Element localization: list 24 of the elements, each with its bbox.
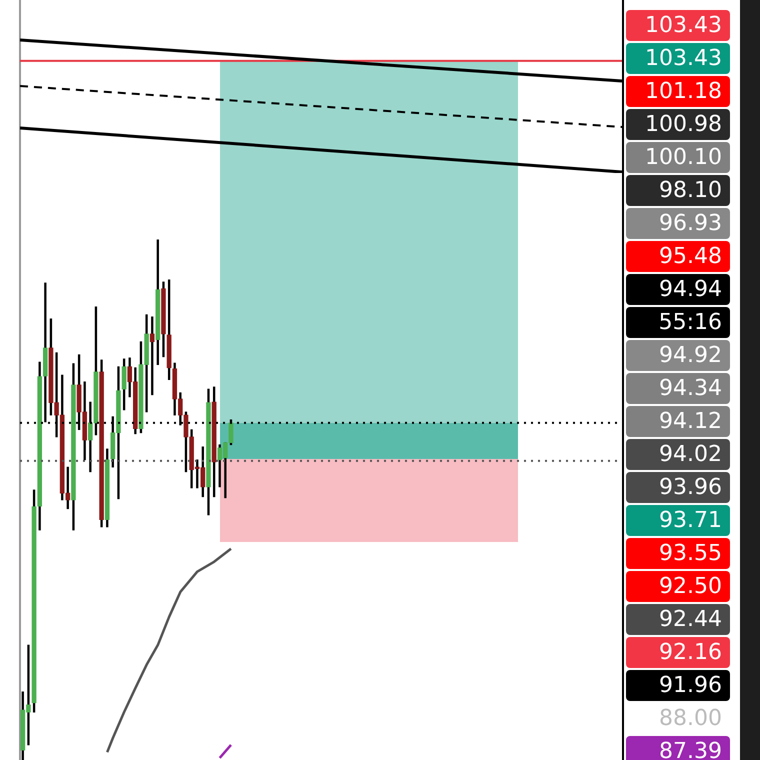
text: 92.50: [626, 571, 730, 602]
text: 96.93: [626, 208, 730, 239]
text: 92.16: [626, 637, 730, 668]
text: 98.10: [626, 175, 730, 206]
text: 93.71: [626, 505, 730, 536]
text: 101.18: [626, 76, 730, 107]
text: 103.43: [626, 43, 730, 74]
candlestick: [150, 316, 155, 396]
text: 91.96: [626, 670, 730, 701]
text: 94.94: [626, 274, 730, 305]
text: 100.98: [626, 109, 730, 140]
text: 94.12: [626, 406, 730, 437]
text: 55:16: [626, 307, 730, 338]
text: 103.43: [626, 10, 730, 41]
text: 94.92: [626, 340, 730, 371]
text: 94.02: [626, 439, 730, 470]
text: 95.48: [626, 241, 730, 272]
text: 94.34: [626, 373, 730, 404]
text: 88.00: [626, 703, 730, 734]
text: 100.10: [626, 142, 730, 173]
text: 93.96: [626, 472, 730, 503]
text: 87.39: [626, 736, 730, 760]
text: 93.55: [626, 538, 730, 569]
text: 92.44: [626, 604, 730, 635]
